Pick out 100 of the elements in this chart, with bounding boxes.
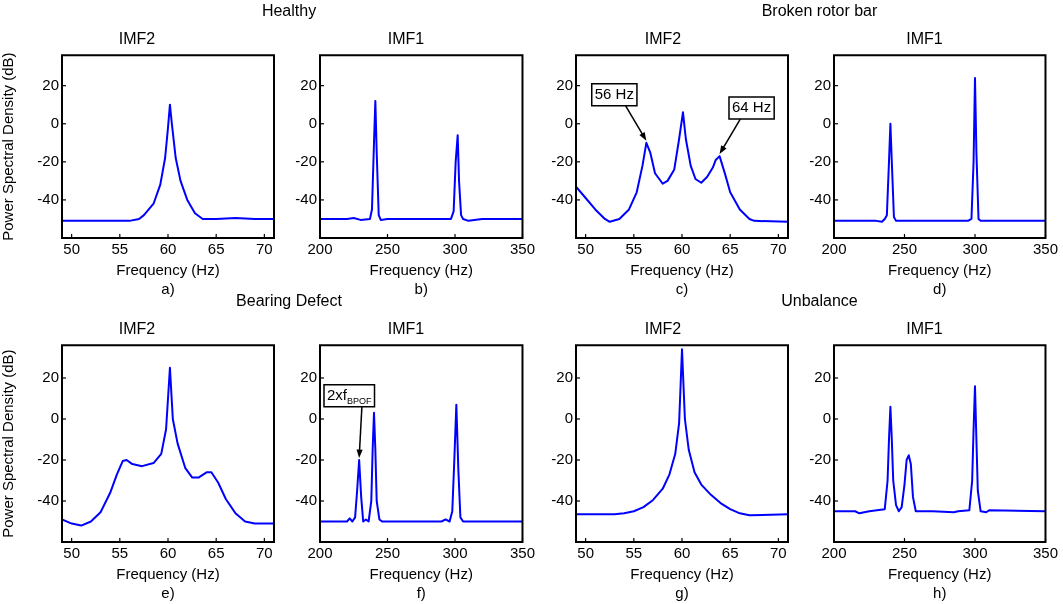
x-tick-label: 250 (374, 544, 401, 562)
x-tick-label: 250 (374, 240, 401, 258)
x-tick-label: 70 (256, 544, 273, 562)
y-tick-label: -20 (551, 151, 573, 169)
x-tick-label: 55 (625, 544, 643, 562)
y-tick-label: 0 (308, 113, 317, 131)
text: c) (675, 280, 689, 298)
y-tick-label: 0 (50, 409, 59, 427)
x-tick-label: 65 (207, 240, 225, 258)
chart-subtitle: IMF1 (387, 30, 425, 48)
chart-title: Broken rotor bar (760, 2, 879, 20)
x-tick-label: 60 (673, 544, 691, 562)
y-tick-label: 20 (42, 368, 59, 386)
chart-subtitle: IMF2 (118, 320, 156, 338)
x-tick-label: 55 (625, 240, 643, 258)
chart-subtitle: IMF2 (118, 30, 156, 48)
chart-subtitle: IMF1 (906, 30, 943, 48)
y-tick-label: 20 (556, 368, 573, 386)
chart-title: Bearing Defect (236, 292, 342, 309)
chart-subtitle: IMF2 (644, 320, 682, 338)
x-tick-label: 65 (721, 544, 739, 562)
y-axis-title: Power Spectral Density (dB) (0, 349, 17, 538)
y-tick-label: -20 (809, 450, 831, 468)
chart-title: Unbalance (781, 292, 858, 309)
y-tick-label: -40 (37, 190, 59, 208)
x-tick-label: 350 (1032, 544, 1058, 562)
x-tick-label: 50 (577, 240, 594, 258)
x-tick-label: 60 (673, 240, 691, 258)
y-tick-label: 20 (300, 75, 317, 93)
x-tick-label: 70 (256, 240, 273, 258)
x-tick-label: 300 (962, 544, 988, 562)
text: f) (416, 584, 426, 602)
text: d) (933, 280, 947, 298)
annotation: 56 Hz (594, 84, 634, 102)
y-tick-label: 0 (564, 113, 573, 131)
y-tick-label: -20 (295, 151, 317, 169)
x-tick-label: 350 (509, 544, 535, 562)
text: e) (161, 584, 175, 602)
y-tick-label: -40 (551, 190, 573, 208)
text: a) (161, 280, 175, 298)
y-tick-label: 20 (42, 75, 59, 93)
y-tick-label: 0 (822, 409, 831, 427)
y-tick-label: -40 (809, 190, 831, 208)
x-axis-title: Frequency (Hz) (630, 565, 734, 583)
y-tick-label: 20 (556, 75, 573, 93)
x-axis-title: Frequency (Hz) (369, 261, 473, 279)
x-tick-label: 250 (891, 240, 918, 258)
y-tick-label: -40 (37, 491, 59, 509)
x-tick-label: 70 (770, 544, 787, 562)
y-tick-label: -20 (37, 450, 59, 468)
y-tick-label: -20 (295, 450, 317, 468)
y-tick-label: 0 (822, 113, 831, 131)
x-axis-title: Frequency (Hz) (116, 261, 220, 279)
x-tick-label: 300 (442, 544, 468, 562)
x-tick-label: 200 (821, 544, 847, 562)
chart-subtitle: IMF1 (906, 320, 943, 338)
y-tick-label: 0 (564, 409, 573, 427)
x-tick-label: 70 (770, 240, 787, 258)
y-tick-label: -40 (809, 491, 831, 509)
y-tick-label: -20 (551, 450, 573, 468)
x-tick-label: 60 (159, 240, 177, 258)
x-tick-label: 250 (891, 544, 918, 562)
y-tick-label: -40 (551, 491, 573, 509)
x-tick-label: 55 (111, 544, 129, 562)
annotation: 64 Hz (731, 98, 772, 116)
x-tick-label: 50 (63, 240, 80, 258)
text: b) (414, 280, 428, 298)
y-tick-label: 20 (300, 368, 317, 386)
x-tick-label: 60 (159, 544, 177, 562)
x-tick-label: 65 (207, 544, 225, 562)
x-axis-title: Frequency (Hz) (630, 261, 734, 279)
x-axis-title: Frequency (Hz) (116, 565, 220, 583)
x-axis-title: Frequency (Hz) (888, 261, 992, 279)
chart-title: Healthy (260, 2, 318, 20)
x-tick-label: 50 (577, 544, 594, 562)
x-tick-label: 300 (442, 240, 468, 258)
x-tick-label: 200 (307, 544, 333, 562)
x-tick-label: 55 (111, 240, 129, 258)
x-tick-label: 200 (307, 240, 333, 258)
y-axis-title: Power Spectral Density (dB) (0, 52, 17, 241)
y-tick-label: -20 (37, 151, 59, 169)
text: h) (933, 584, 947, 602)
text: g) (675, 584, 689, 602)
y-tick-label: -40 (295, 491, 317, 509)
x-axis-title: Frequency (Hz) (369, 565, 473, 583)
y-tick-label: -20 (809, 151, 831, 169)
y-tick-label: 0 (50, 113, 59, 131)
chart-subtitle: IMF1 (387, 320, 425, 338)
x-axis-title: Frequency (Hz) (888, 565, 992, 583)
x-tick-label: 300 (962, 240, 988, 258)
y-tick-label: 20 (814, 75, 831, 93)
x-tick-label: 350 (509, 240, 535, 258)
y-tick-label: -40 (295, 190, 317, 208)
x-tick-label: 65 (721, 240, 739, 258)
x-tick-label: 200 (821, 240, 847, 258)
y-tick-label: 20 (814, 368, 831, 386)
y-tick-label: 0 (308, 409, 317, 427)
x-tick-label: 50 (63, 544, 80, 562)
x-tick-label: 350 (1032, 240, 1058, 258)
chart-subtitle: IMF2 (644, 30, 682, 48)
